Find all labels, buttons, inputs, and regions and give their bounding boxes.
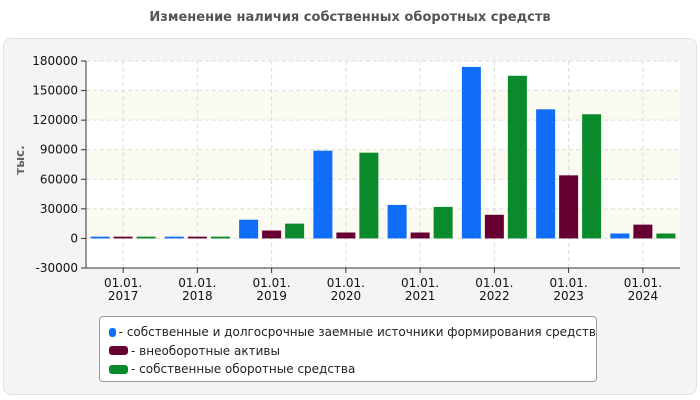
legend-label: - собственные и долгосрочные заемные ист…	[118, 325, 596, 340]
bar	[433, 206, 453, 239]
legend-item-1: - собственные и долгосрочные заемные ист…	[109, 323, 596, 342]
bar	[285, 223, 305, 239]
y-tick-label: 180000	[32, 54, 78, 68]
y-tick-label: -30000	[35, 261, 78, 275]
legend-swatch-blue	[109, 327, 116, 337]
x-tick-label: 2024	[628, 289, 659, 303]
x-tick-label: 2023	[553, 289, 584, 303]
y-tick-label: 0	[70, 231, 78, 245]
y-tick-label: 150000	[32, 84, 78, 98]
x-tick-label: 2017	[108, 289, 139, 303]
x-tick-label: 01.01.	[624, 276, 662, 290]
bar	[164, 236, 184, 239]
bar	[507, 75, 527, 239]
legend-label: - собственные оборотные средства	[131, 362, 356, 377]
bar	[582, 114, 602, 239]
legend-swatch-green	[109, 364, 128, 374]
chart-title: Изменение наличия собственных оборотных …	[149, 10, 551, 25]
bar	[410, 232, 430, 239]
x-tick-label: 01.01.	[104, 276, 142, 290]
y-axis-label: тыс.	[13, 145, 27, 174]
bar	[484, 214, 504, 239]
y-tick-label: 90000	[40, 143, 78, 157]
plot-band	[86, 149, 680, 180]
bar	[387, 204, 407, 239]
legend: - собственные и долгосрочные заемные ист…	[99, 316, 597, 382]
y-tick-label: 60000	[40, 172, 78, 186]
bar	[461, 66, 481, 239]
plot-band	[86, 208, 680, 239]
legend-label: - внеоборотные активы	[131, 343, 280, 358]
bar	[610, 233, 630, 239]
plot-band	[86, 90, 680, 121]
bar	[536, 109, 556, 239]
bar	[210, 236, 230, 239]
bar	[633, 224, 653, 239]
y-tick-label: 120000	[32, 113, 78, 127]
bar	[136, 236, 156, 239]
bar	[90, 236, 110, 239]
x-tick-label: 01.01.	[178, 276, 216, 290]
bar	[313, 150, 333, 239]
legend-swatch-maroon	[109, 346, 128, 356]
bar	[559, 175, 579, 239]
x-tick-label: 01.01.	[550, 276, 588, 290]
bar	[239, 219, 259, 239]
y-tick-label: 30000	[40, 202, 78, 216]
x-tick-label: 01.01.	[401, 276, 439, 290]
x-tick-label: 01.01.	[327, 276, 365, 290]
bar	[187, 236, 207, 239]
x-tick-label: 2022	[479, 289, 510, 303]
x-tick-label: 01.01.	[475, 276, 513, 290]
x-tick-label: 2018	[182, 289, 213, 303]
x-tick-label: 2020	[331, 289, 362, 303]
bar	[113, 236, 133, 239]
legend-item-2: - внеоборотные активы	[109, 342, 596, 361]
bar	[262, 230, 282, 239]
bar	[656, 233, 676, 239]
x-tick-label: 2021	[405, 289, 436, 303]
bar	[359, 152, 379, 239]
legend-item-3: - собственные оборотные средства	[109, 360, 596, 379]
bar	[336, 232, 356, 239]
x-tick-label: 01.01.	[253, 276, 291, 290]
x-tick-label: 2019	[256, 289, 287, 303]
